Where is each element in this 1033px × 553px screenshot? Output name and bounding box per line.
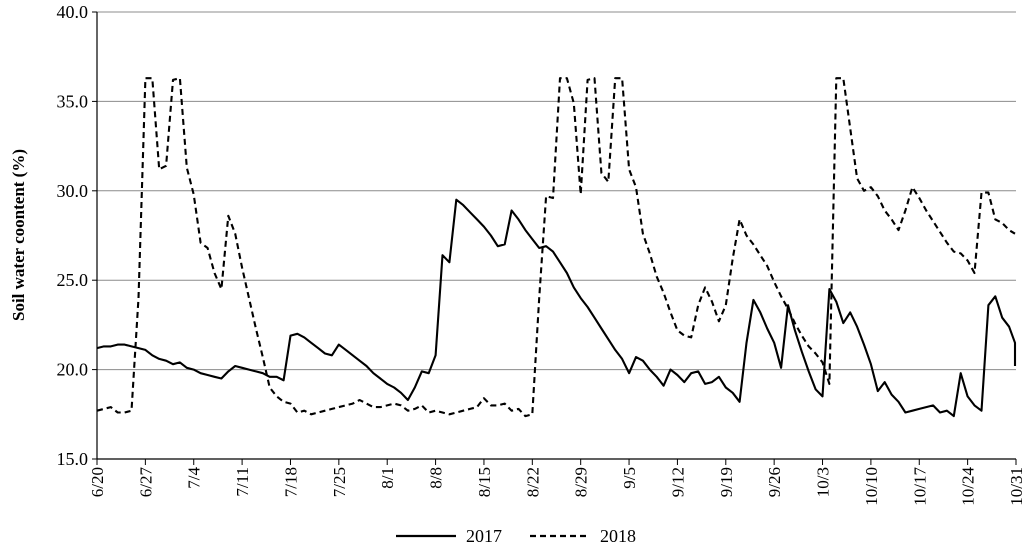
x-tick-label: 10/10 <box>862 467 881 506</box>
x-tick-label: 10/24 <box>959 467 978 506</box>
x-tick-label: 10/3 <box>814 467 833 497</box>
x-tick-label: 9/19 <box>717 467 736 497</box>
legend: 2017 2018 <box>396 526 636 546</box>
y-tick-label: 15.0 <box>57 449 89 469</box>
x-tick-label: 9/12 <box>668 467 687 497</box>
x-tick-label: 6/27 <box>136 467 155 498</box>
x-tick-label: 8/22 <box>523 467 542 497</box>
y-tick-label: 20.0 <box>57 360 89 380</box>
y-tick-label: 25.0 <box>57 270 89 290</box>
x-tick-label: 10/17 <box>910 467 929 506</box>
y-tick-label: 35.0 <box>57 91 89 111</box>
x-tick-label: 9/5 <box>620 467 639 489</box>
x-tick-label: 10/31 <box>1007 467 1026 506</box>
x-tick-label: 8/1 <box>378 467 397 489</box>
x-tick-label: 7/18 <box>281 467 300 497</box>
x-tick-label: 7/25 <box>330 467 349 497</box>
x-tick-label: 8/29 <box>572 467 591 497</box>
x-tick-label: 7/4 <box>185 467 204 489</box>
gridlines <box>97 11 1016 371</box>
y-axis-label: Soil water coontent (%) <box>9 149 28 321</box>
x-axis-ticks: 6/20 6/27 7/4 7/11 7/18 7/25 8/1 8/8 8/15 8/22 8/2… <box>88 459 1026 506</box>
legend-label-2018: 2018 <box>600 526 636 546</box>
y-tick-label: 30.0 <box>57 181 89 201</box>
legend-label-2017: 2017 <box>466 526 502 546</box>
x-tick-label: 7/11 <box>233 467 252 497</box>
y-tick-label: 40.0 <box>57 2 89 22</box>
series-lines <box>96 77 1017 418</box>
series-line-2018 <box>96 77 1016 418</box>
x-tick-label: 9/26 <box>765 467 784 497</box>
y-axis-ticks: 15.0 20.0 25.0 30.0 35.0 40.0 <box>57 2 97 469</box>
series-line-2017 <box>96 198 1017 418</box>
x-tick-label: 8/15 <box>475 467 494 497</box>
x-tick-label: 6/20 <box>88 467 107 497</box>
x-tick-label: 8/8 <box>427 467 446 489</box>
